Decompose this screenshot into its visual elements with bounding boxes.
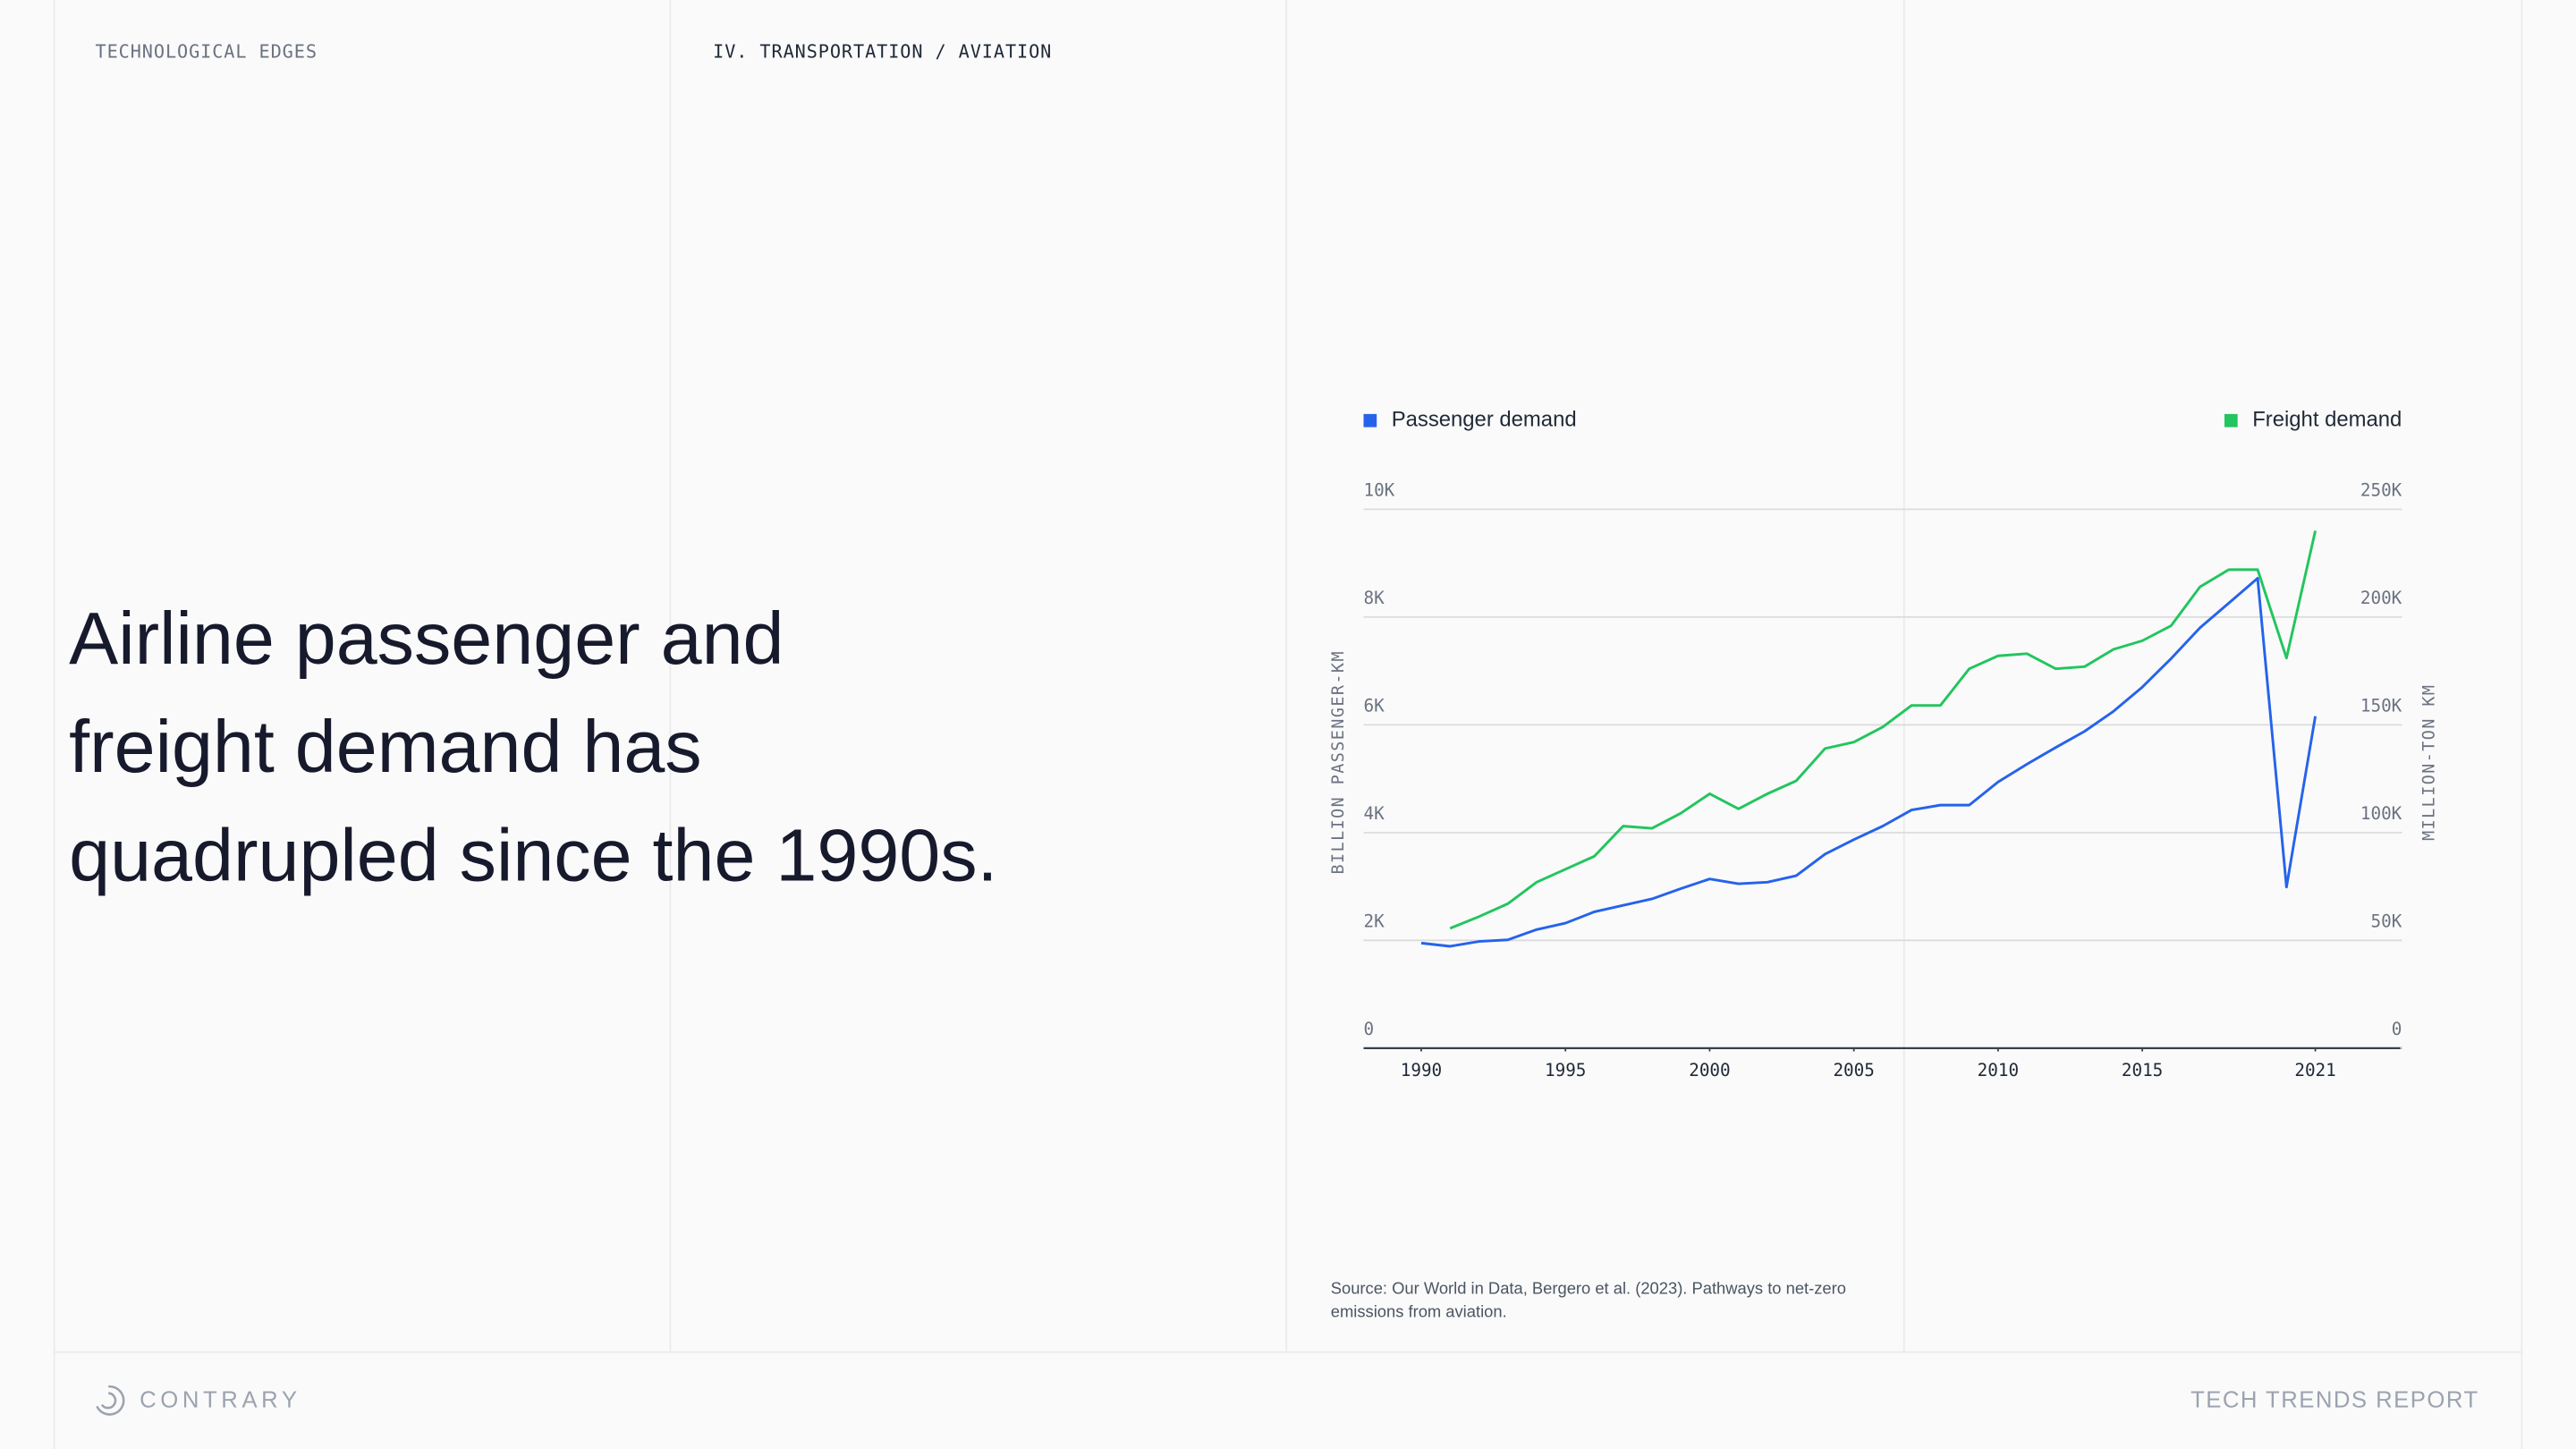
x-tick-label: 2021: [2294, 1060, 2335, 1080]
y-axis-label: BILLION PASSENGER-KM: [1329, 650, 1348, 874]
headline-line: quadrupled since the 1990s.: [69, 813, 997, 896]
y2-tick-label: 0: [2392, 1019, 2402, 1039]
source-line: Source: Our World in Data, Bergero et al…: [1331, 1279, 1846, 1298]
legend-swatch: [1363, 413, 1377, 428]
layout-grid: [53, 0, 2523, 1449]
legend-label: Freight demand: [2252, 408, 2402, 432]
headline-line: Airline passenger and: [69, 597, 784, 680]
y-tick-label: 10K: [1363, 480, 1394, 501]
y-tick-label: 8K: [1363, 588, 1385, 608]
y2-tick-label: 100K: [2360, 803, 2402, 824]
headline-line: freight demand has: [69, 705, 702, 788]
logo-arc: [100, 1392, 117, 1410]
brand: CONTRARY: [140, 1388, 301, 1413]
y-tick-label: 2K: [1363, 911, 1385, 932]
y2-tick-label: 250K: [2360, 480, 2402, 501]
legend-swatch: [2224, 413, 2238, 428]
data-line: [1420, 577, 2318, 948]
section-label: IV. TRANSPORTATION / AVIATION: [713, 40, 1052, 62]
x-tick-label: 1995: [1545, 1060, 1586, 1080]
y-tick-label: 6K: [1363, 696, 1385, 716]
logo: [96, 1385, 125, 1416]
data-line: [1449, 530, 2317, 930]
source-line: emissions from aviation.: [1331, 1301, 1507, 1320]
y2-tick-label: 200K: [2360, 588, 2402, 608]
header-label: TECHNOLOGICAL EDGES: [96, 40, 318, 62]
y-tick-label: 4K: [1363, 803, 1385, 824]
x-tick-label: 2005: [1833, 1060, 1874, 1080]
legend-label: Passenger demand: [1392, 408, 1577, 432]
chart: 0 2K 4K 6K 8K 10K 0 50K 100K 150K 200K 250K 1990 1995…: [1329, 408, 2439, 1081]
x-tick-label: 2010: [1978, 1060, 2019, 1080]
y2-axis-label: MILLION-TON KM: [2420, 684, 2439, 841]
y2-tick-label: 50K: [2371, 911, 2402, 932]
y-tick-label: 0: [1363, 1019, 1374, 1039]
logo-arc: [96, 1385, 125, 1416]
x-tick-label: 2015: [2122, 1060, 2163, 1080]
report-name: TECH TRENDS REPORT: [2190, 1388, 2479, 1413]
y2-tick-label: 150K: [2360, 696, 2402, 716]
headline: Airline passenger and freight demand has…: [69, 597, 997, 896]
x-tick-label: 1990: [1401, 1060, 1442, 1080]
x-tick-label: 2000: [1689, 1060, 1730, 1080]
